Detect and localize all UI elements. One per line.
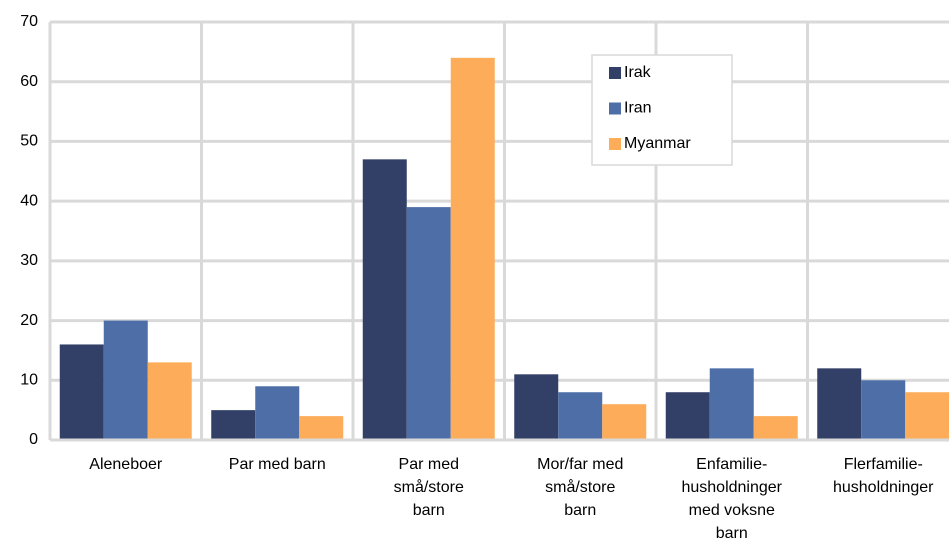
bar [709,368,754,440]
bar [103,320,148,440]
y-tick-label: 50 [20,133,38,150]
legend-label: Iran [624,100,652,117]
legend-label: Myanmar [624,135,691,152]
legend: Irak Iran Myanmar [591,54,733,166]
y-tick-label: 70 [20,13,38,30]
legend-label: Irak [624,64,652,81]
x-tick-label: Par med små/store barn [394,456,464,519]
bar [362,159,407,441]
y-tick-label: 10 [20,372,38,389]
legend-swatch [609,102,621,115]
bar [147,362,192,440]
x-tick-label: Mor/far med små/store barn [537,456,623,519]
bar [861,380,906,440]
bar [514,374,559,440]
bar [665,392,710,440]
y-tick-label: 30 [20,252,38,269]
x-tick-label: Enfamilie-husholdninger med voksne barn [681,456,782,542]
y-tick-label: 0 [29,431,38,448]
bar [558,392,603,440]
bar [299,416,344,440]
bar [255,386,300,440]
legend-swatch [609,67,621,79]
legend-swatch [609,138,621,150]
y-tick-label: 60 [20,73,38,90]
x-tick-label: Par med barn [229,456,326,473]
bar [406,207,451,440]
bar [59,344,104,440]
x-tick-label: Flerfamilie-husholdninger [833,456,934,496]
grid [48,20,949,442]
bar [602,404,647,440]
bar [450,57,495,440]
y-tick-label: 20 [20,312,38,329]
x-tick-label: Aleneboer [89,456,163,473]
bar [817,368,862,440]
bar [211,410,256,440]
y-tick-label: 40 [20,192,38,209]
bar [753,416,798,440]
bar [905,392,949,440]
